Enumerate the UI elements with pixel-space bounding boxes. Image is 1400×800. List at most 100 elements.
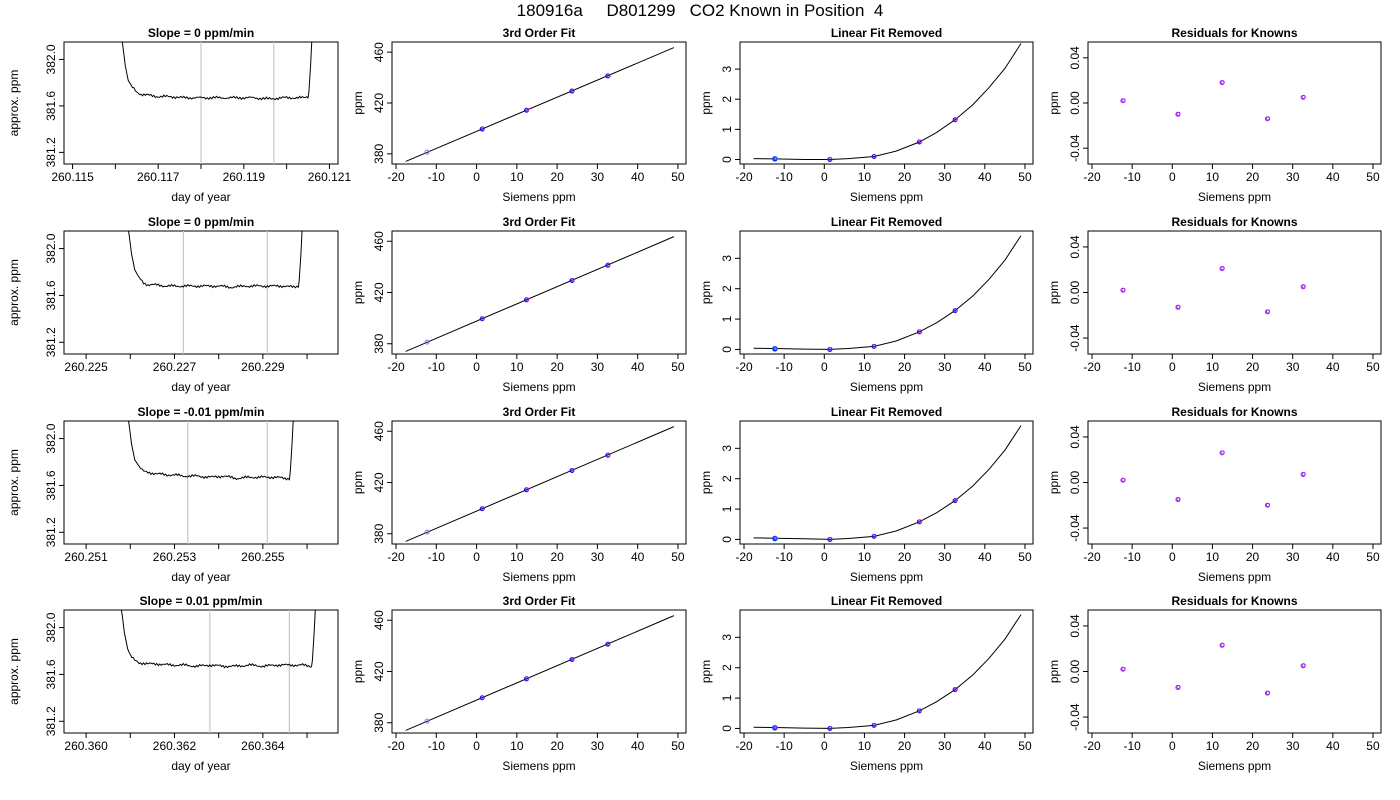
data-point-overlay: [1220, 642, 1225, 647]
x-tick-label: 20: [550, 170, 564, 184]
panel-title: Slope = 0 ppm/min: [148, 26, 254, 40]
data-point-overlay: [1176, 497, 1181, 502]
x-tick-label: 0: [1169, 360, 1176, 374]
plot-area: [753, 43, 1022, 162]
x-axis-label: Siemens ppm: [850, 570, 923, 584]
y-tick-label: -0.04: [1068, 514, 1082, 542]
data-point-overlay: [606, 262, 611, 267]
chart-panel-row4-col2: 3rd Order Fit -20 -10 0 10 20 30 40 50 380 420 460 S…: [351, 594, 687, 773]
x-tick-label: -10: [775, 170, 793, 184]
data-point-overlay: [1301, 94, 1306, 99]
y-tick-label: 1: [720, 315, 734, 322]
y-tick-label: 380: [372, 712, 386, 732]
y-tick-label: 381.2: [44, 137, 58, 167]
x-tick-label: 20: [898, 739, 912, 753]
chart-panel-row3-col3: Linear Fit Removed -20 -10 0 10 20 30 40 50 0 1 2 3 S…: [699, 405, 1034, 584]
data-point-overlay: [1121, 666, 1126, 671]
data-point-overlay: [1176, 111, 1181, 116]
chart-panel-row3-col4: Residuals for Knowns -20 -10 0 10 20 30 40 50 -0.…: [1047, 405, 1382, 584]
plot-frame: [1087, 420, 1382, 545]
x-axis-label: Siemens ppm: [1198, 759, 1271, 773]
y-tick-label: 3: [720, 634, 734, 641]
y-tick-label: -0.04: [1068, 703, 1082, 731]
y-axis-label: approx. ppm: [7, 259, 21, 326]
data-point-overlay: [918, 329, 923, 334]
data-point-overlay: [1220, 266, 1225, 271]
y-axis-label: ppm: [351, 91, 365, 114]
x-tick-label: 50: [1366, 550, 1380, 564]
panel-title: Residuals for Knowns: [1171, 405, 1297, 419]
data-point-overlay: [1301, 472, 1306, 477]
data-point-overlay: [570, 657, 575, 662]
plot-area: [128, 421, 294, 544]
y-axis-label: ppm: [1047, 281, 1061, 304]
y-tick-label: 1: [720, 126, 734, 133]
y-tick-label: -0.04: [1068, 134, 1082, 162]
data-point-overlay: [1121, 98, 1126, 103]
y-axis-label: ppm: [699, 471, 713, 494]
x-tick-label: -20: [735, 170, 753, 184]
data-point-overlay: [525, 297, 530, 302]
x-tick-label: 0: [1169, 170, 1176, 184]
data-point-overlay: [570, 88, 575, 93]
plot-frame: [391, 420, 687, 545]
panel-title: Linear Fit Removed: [831, 405, 942, 419]
x-tick-label: 30: [1286, 739, 1300, 753]
x-tick-label: 30: [1286, 550, 1300, 564]
y-tick-label: 0.04: [1068, 46, 1082, 70]
y-tick-label: 381.6: [44, 280, 58, 310]
x-tick-label: 10: [858, 739, 872, 753]
data-point-overlay: [953, 687, 958, 692]
data-point-overlay: [918, 708, 923, 713]
data-point-overlay: [918, 139, 923, 144]
data-point-overlay: [606, 641, 611, 646]
y-tick-label: 0.00: [1068, 659, 1082, 683]
x-tick-label: 10: [510, 360, 524, 374]
x-tick-label: 30: [591, 550, 605, 564]
x-tick-label: 50: [1018, 739, 1032, 753]
fit-line: [405, 615, 675, 731]
x-axis-label: Siemens ppm: [1198, 190, 1271, 204]
x-tick-label: 10: [1206, 360, 1220, 374]
x-tick-label: 260.255: [241, 550, 285, 564]
x-tick-label: 50: [1366, 170, 1380, 184]
y-tick-label: 2: [720, 285, 734, 292]
plot-area: [128, 231, 303, 354]
panel-title: Linear Fit Removed: [831, 594, 942, 608]
plot-area: [753, 235, 1022, 352]
x-tick-label: 20: [1246, 550, 1260, 564]
y-axis-label: ppm: [1047, 471, 1061, 494]
x-tick-label: 50: [1366, 360, 1380, 374]
x-tick-label: -10: [428, 360, 446, 374]
plot-area: [121, 42, 313, 164]
y-tick-label: 0.04: [1068, 614, 1082, 638]
data-point-overlay: [1176, 304, 1181, 309]
x-tick-label: 260.115: [51, 170, 94, 184]
data-point-overlay: [1266, 309, 1271, 314]
y-tick-label: 380: [372, 523, 386, 543]
x-tick-label: 0: [821, 170, 828, 184]
data-point-overlay: [872, 344, 877, 349]
data-point-overlay: [773, 725, 778, 730]
x-tick-label: 40: [631, 170, 645, 184]
y-tick-label: 382.0: [44, 423, 58, 453]
y-tick-label: 0.04: [1068, 425, 1082, 449]
x-tick-label: 50: [1366, 739, 1380, 753]
data-point-overlay: [606, 73, 611, 78]
data-point-overlay: [1266, 690, 1271, 695]
y-tick-label: 0: [720, 725, 734, 732]
panel-title: 3rd Order Fit: [503, 405, 576, 419]
ppm-trace-line: [128, 421, 294, 481]
x-tick-label: -20: [1083, 739, 1101, 753]
plot-area: [405, 615, 675, 731]
x-tick-label: -20: [387, 550, 405, 564]
plot-frame: [63, 230, 339, 355]
fit-line: [405, 47, 675, 162]
data-point-overlay: [1220, 80, 1225, 85]
data-point-overlay: [1176, 685, 1181, 690]
x-tick-label: 50: [1018, 170, 1032, 184]
x-tick-label: -10: [1123, 739, 1141, 753]
x-tick-label: 10: [1206, 170, 1220, 184]
x-tick-label: 20: [1246, 360, 1260, 374]
